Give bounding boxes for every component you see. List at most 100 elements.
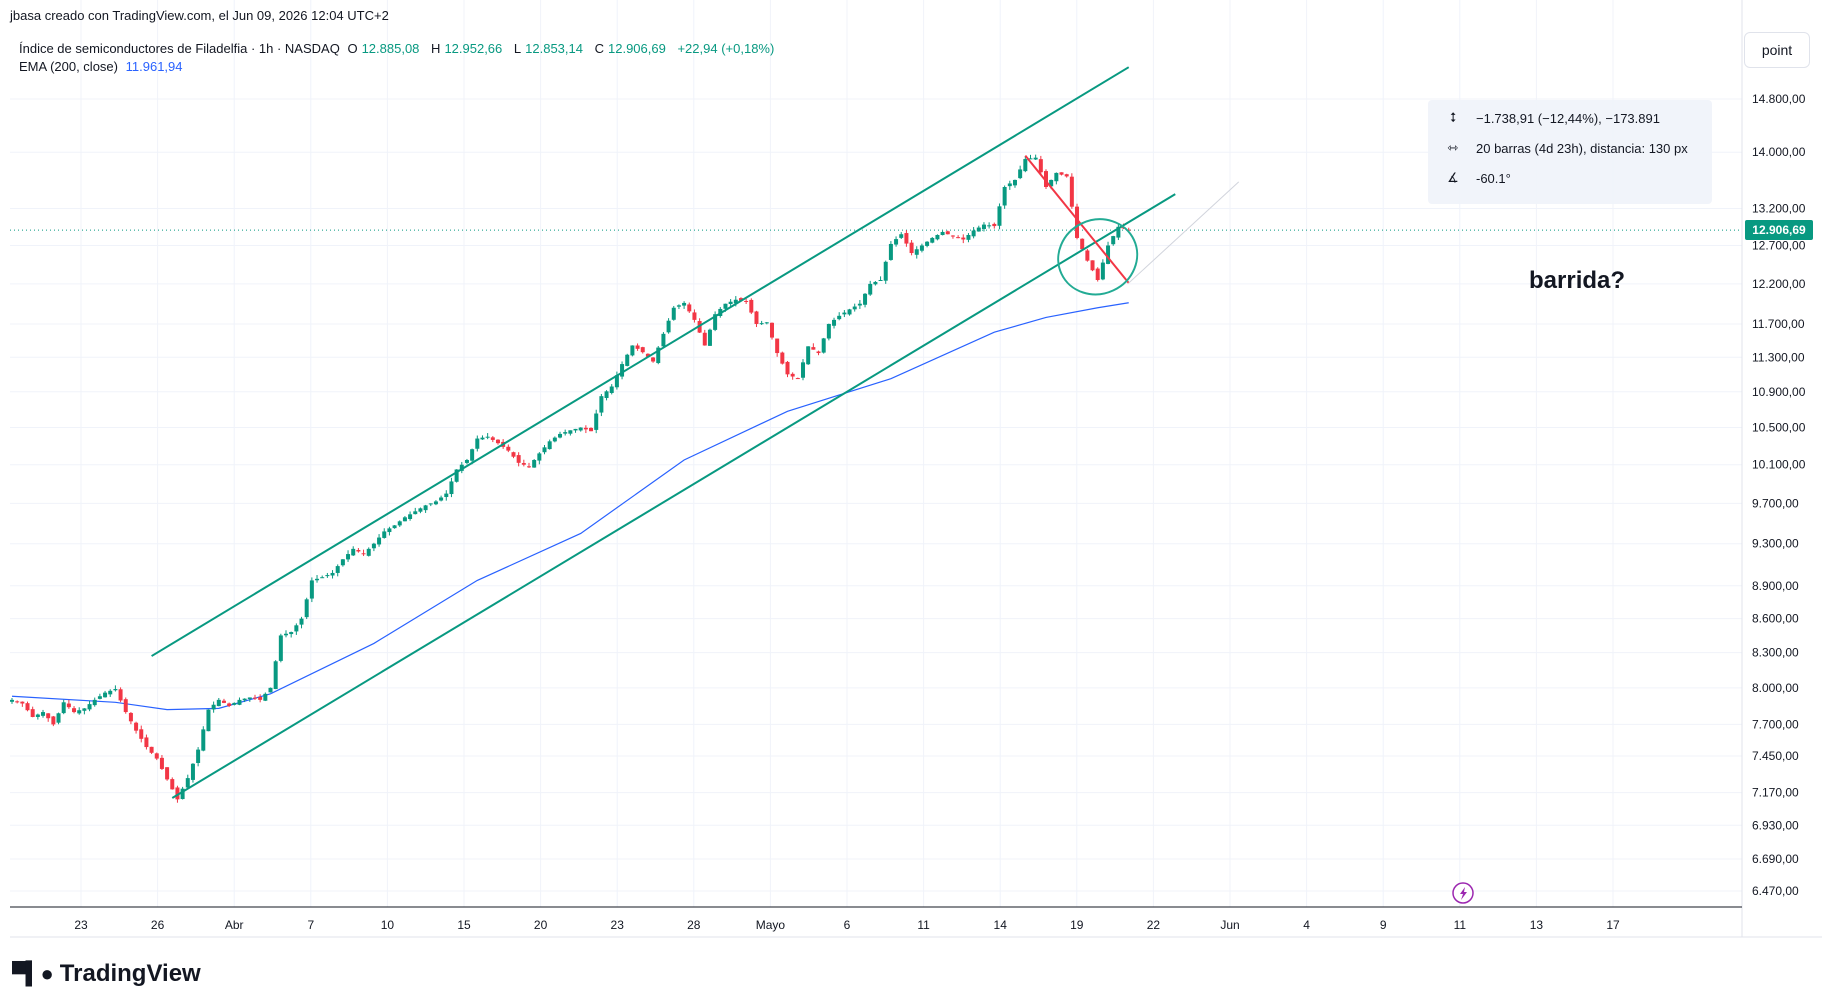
candle [950,235,955,239]
candle [330,570,335,579]
candle-body [449,481,454,495]
chart-annotation[interactable]: barrida? [1529,267,1626,294]
candle-body [268,687,273,693]
candle [77,707,82,715]
candle-body [46,713,51,719]
candle-body [1038,159,1043,173]
candle-body [320,577,325,579]
candle [263,692,268,702]
candle-body [1054,172,1059,182]
candle-body [1080,238,1085,250]
candle-body [925,241,930,246]
time-tick-label: Abr [225,918,244,932]
candle [340,559,345,567]
ema-200-line [11,302,1129,711]
candle-body [123,699,128,713]
candle [832,317,837,329]
scale-mode-button[interactable]: point [1744,32,1810,68]
candle [573,428,578,433]
candle-body [366,548,371,556]
measure-line [1024,154,1130,284]
time-tick-label: 14 [994,918,1008,932]
legend-ema-label[interactable]: EMA (200, close) [19,59,118,74]
price-tick-label: 11.300,00 [1752,350,1805,364]
candle-body [475,438,480,449]
price-tick-label: 9.700,00 [1752,496,1799,510]
candle-body [387,528,392,533]
candle [87,700,92,712]
time-axis[interactable]: 23 26 Abr 7 10 15 20 23 28 Mayo 6 11 14 19 22 Jun 4 9 11 13… [10,906,1822,938]
candle [532,459,537,468]
candle [666,318,671,334]
legend-high-label: H [431,41,441,56]
candle [1111,235,1116,246]
candle-body [20,701,25,704]
candle [868,280,873,296]
candle-body [971,230,976,237]
candle-body [25,703,30,711]
candle [894,236,899,247]
candle [485,433,490,440]
candle [92,697,97,707]
candle-body [128,712,133,722]
time-tick-label: 15 [457,918,471,932]
legend-ohlc-row[interactable]: Índice de semiconductores de Filadelfia … [19,40,778,58]
candle-body [599,396,604,413]
candle [356,547,361,553]
candle [149,746,154,755]
candle [35,713,40,720]
candle-body [940,231,945,236]
candle-body [346,554,351,560]
candle [925,241,930,248]
legend-ema-row[interactable]: EMA (200, close) 11.961,94 [19,58,778,76]
candle-body [480,437,485,440]
candle [1028,154,1033,160]
candle-body [97,696,102,699]
candle [997,203,1002,230]
candle-body [1085,250,1090,261]
price-tick-label: 6.930,00 [1752,818,1799,832]
legend-symbol[interactable]: Índice de semiconductores de Filadelfia … [19,41,340,56]
candle [377,534,382,547]
channel-drawings[interactable] [151,66,1474,904]
candle-body [1111,236,1116,245]
candle-body [118,689,123,701]
candle-body [216,699,221,707]
candle [366,547,371,557]
price-axis[interactable]: 14.800,00 14.000,00 13.200,00 12.700,00 12.2… [1741,0,1806,937]
legend-open-value: 12.885,08 [361,41,420,56]
tradingview-logo[interactable]: ▀▍● TradingView [12,960,201,988]
candle [346,550,351,562]
candle-body [857,303,862,306]
measure-tool-info[interactable]: ⭥ −1.738,91 (−12,44%), −173.891 ⇿ 20 bar… [1428,100,1712,204]
candle-body [66,703,71,708]
candle [956,235,961,239]
candle-body [661,333,666,347]
candle [464,458,469,465]
candle-body [454,469,459,482]
candle [1033,154,1038,160]
candle [30,706,35,718]
measure-price-range: −1.738,91 (−12,44%), −173.891 [1476,110,1660,126]
candle [320,575,325,579]
price-tick-label: 11.700,00 [1752,317,1805,331]
legend-ema-value: 11.961,94 [125,59,183,74]
legend-high: H 12.952,66 [431,41,506,56]
candle [888,241,893,261]
candle [961,234,966,244]
candle-body [206,709,211,732]
candle [981,222,986,232]
candle [139,725,144,743]
candle [785,361,790,378]
price-tick-label: 8.300,00 [1752,646,1799,660]
candle [144,734,149,750]
sweep-highlight-circle [1057,218,1139,296]
legend-low-value: 12.853,14 [525,41,583,56]
time-tick-label: 23 [74,918,88,932]
candle [304,597,309,620]
candle [459,461,464,474]
candle [418,507,423,514]
candle [51,715,56,727]
candle [1085,248,1090,262]
